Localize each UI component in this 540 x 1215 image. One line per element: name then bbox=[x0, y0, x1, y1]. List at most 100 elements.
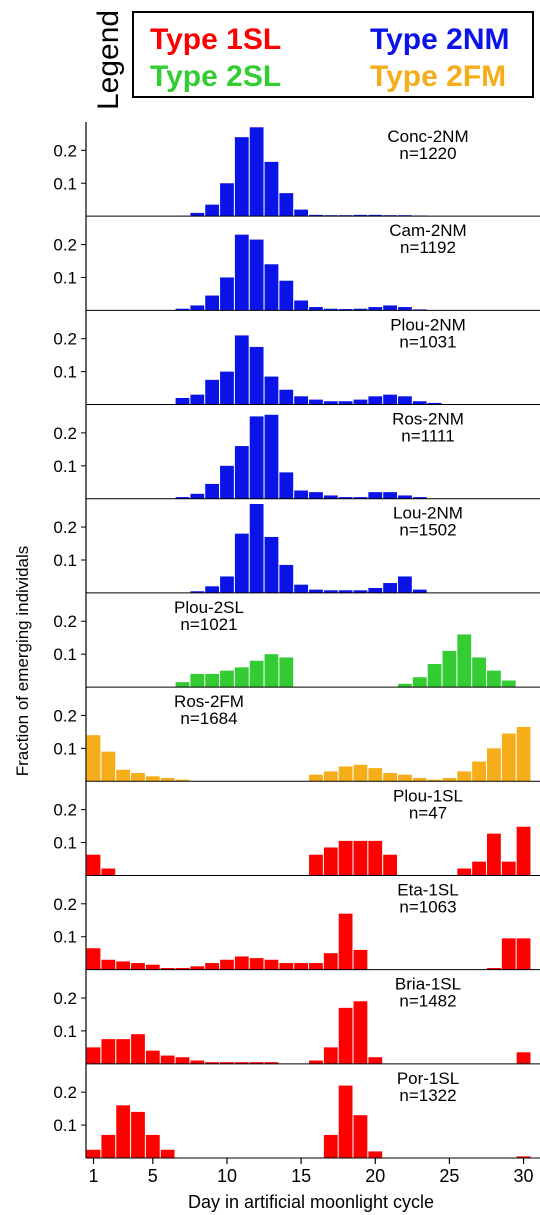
bar-ros-2fm-day-21 bbox=[383, 773, 397, 782]
bar-ros-2fm-day-19 bbox=[353, 764, 368, 782]
panel-site-label: Plou-2SL bbox=[174, 598, 244, 617]
y-tick-label: 0.1 bbox=[53, 551, 77, 570]
bar-ros-2fm-day-23 bbox=[412, 777, 427, 782]
bar-plou-2nm-day-18 bbox=[338, 401, 353, 405]
bar-lou-2nm-day-21 bbox=[383, 583, 397, 593]
bar-ros-2fm-day-22 bbox=[398, 774, 412, 782]
panel-sample-size: n=1063 bbox=[399, 897, 456, 916]
bar-plou-2nm-day-15 bbox=[294, 396, 309, 405]
bar-eta-1sl-day-12 bbox=[249, 958, 264, 970]
bar-bria-1sl-day-1 bbox=[86, 1047, 101, 1064]
bar-plou-2sl-day-26 bbox=[457, 634, 472, 688]
bar-por-1sl-day-2 bbox=[101, 1134, 116, 1158]
bar-plou-2sl-day-22 bbox=[398, 683, 412, 688]
legend-entry-type-2nm: Type 2NM bbox=[370, 23, 509, 56]
bar-bria-1sl-day-5 bbox=[145, 1050, 160, 1064]
bar-plou-1sl-day-20 bbox=[368, 840, 383, 876]
bar-ros-2fm-day-30 bbox=[516, 726, 531, 782]
bar-plou-2sl-day-29 bbox=[501, 680, 516, 688]
panel-site-label: Bria-1SL bbox=[395, 975, 461, 994]
x-axis-label: Day in artificial moonlight cycle bbox=[188, 1192, 434, 1212]
bar-ros-2nm-day-14 bbox=[279, 472, 294, 499]
panel-sample-size: n=47 bbox=[409, 803, 447, 822]
bar-lou-2nm-day-11 bbox=[234, 533, 249, 593]
bar-bria-1sl-day-30 bbox=[516, 1052, 531, 1064]
bar-ros-2fm-day-24 bbox=[427, 779, 442, 782]
y-tick-label: 0.2 bbox=[53, 989, 77, 1008]
legend-entry-type-1sl: Type 1SL bbox=[150, 23, 281, 56]
panel-site-label: Por-1SL bbox=[397, 1069, 459, 1088]
bar-por-1sl-day-17 bbox=[323, 1134, 338, 1158]
bar-eta-1sl-day-9 bbox=[205, 963, 220, 970]
y-tick-label: 0.1 bbox=[53, 363, 77, 382]
bar-plou-2sl-day-28 bbox=[487, 670, 501, 688]
bar-conc-2nm-day-14 bbox=[279, 193, 294, 217]
bar-ros-2nm-day-13 bbox=[264, 414, 279, 499]
bar-plou-2sl-day-7 bbox=[175, 682, 190, 688]
bar-plou-1sl-day-16 bbox=[309, 854, 323, 876]
bar-plou-2nm-day-22 bbox=[398, 396, 412, 405]
bar-conc-2nm-day-19 bbox=[353, 214, 368, 217]
legend-entry-type-2sl: Type 2SL bbox=[150, 60, 281, 93]
bar-cam-2nm-day-17 bbox=[323, 308, 338, 311]
bar-lou-2nm-day-22 bbox=[398, 576, 412, 593]
bar-plou-2sl-day-8 bbox=[190, 673, 205, 688]
bar-ros-2nm-day-19 bbox=[353, 497, 368, 499]
bar-plou-2nm-day-24 bbox=[427, 402, 442, 405]
bar-plou-2nm-day-21 bbox=[383, 394, 397, 405]
x-tick-label: 25 bbox=[439, 1166, 459, 1186]
bar-eta-1sl-day-8 bbox=[190, 966, 205, 970]
bar-lou-2nm-day-14 bbox=[279, 564, 294, 593]
y-tick-label: 0.1 bbox=[53, 457, 77, 476]
panel-site-label: Plou-1SL bbox=[393, 786, 463, 805]
bar-ros-2nm-day-18 bbox=[338, 497, 353, 499]
bar-bria-1sl-day-4 bbox=[131, 1034, 145, 1064]
bar-plou-1sl-day-28 bbox=[487, 833, 501, 876]
bar-ros-2nm-day-23 bbox=[412, 497, 427, 499]
bar-conc-2nm-day-9 bbox=[205, 204, 220, 217]
bar-eta-1sl-day-4 bbox=[131, 963, 145, 970]
bar-plou-1sl-day-1 bbox=[86, 854, 101, 876]
bar-ros-2fm-day-28 bbox=[487, 748, 501, 782]
y-tick-label: 0.2 bbox=[53, 706, 77, 725]
bar-ros-2fm-day-17 bbox=[323, 771, 338, 782]
bar-ros-2nm-day-7 bbox=[175, 497, 190, 499]
bar-plou-1sl-day-27 bbox=[472, 861, 486, 876]
bar-cam-2nm-day-15 bbox=[294, 300, 309, 311]
bar-por-1sl-day-3 bbox=[116, 1105, 131, 1158]
bar-cam-2nm-day-12 bbox=[249, 239, 264, 311]
legend: Legend Type 1SL Type 2NM Type 2SL Type 2… bbox=[92, 10, 534, 110]
bar-eta-1sl-day-17 bbox=[323, 953, 338, 970]
bar-cam-2nm-day-11 bbox=[234, 234, 249, 311]
bar-por-1sl-day-5 bbox=[145, 1134, 160, 1158]
bar-plou-2nm-day-23 bbox=[412, 401, 427, 405]
legend-title: Legend bbox=[92, 10, 125, 110]
bar-ros-2fm-day-16 bbox=[309, 774, 323, 782]
bar-lou-2nm-day-19 bbox=[353, 590, 368, 593]
bar-conc-2nm-day-12 bbox=[249, 127, 264, 217]
bar-cam-2nm-day-18 bbox=[338, 309, 353, 311]
y-tick-label: 0.1 bbox=[53, 928, 77, 947]
panel-sample-size: n=1031 bbox=[399, 332, 456, 351]
bar-bria-1sl-day-18 bbox=[338, 1007, 353, 1064]
y-tick-label: 0.1 bbox=[53, 1022, 77, 1041]
bar-cam-2nm-day-16 bbox=[309, 307, 323, 311]
bar-plou-1sl-day-29 bbox=[501, 861, 516, 876]
bar-eta-1sl-day-18 bbox=[338, 913, 353, 970]
bar-bria-1sl-day-7 bbox=[175, 1057, 190, 1064]
bar-por-1sl-day-6 bbox=[160, 1149, 175, 1158]
bar-ros-2fm-day-4 bbox=[131, 773, 145, 782]
legend-box bbox=[132, 11, 534, 98]
x-tick-label: 20 bbox=[365, 1166, 385, 1186]
panel-sample-size: n=1502 bbox=[399, 521, 456, 540]
bar-plou-2nm-day-19 bbox=[353, 399, 368, 405]
panel-sample-size: n=1021 bbox=[180, 615, 237, 634]
bar-conc-2nm-day-8 bbox=[190, 212, 205, 217]
bar-eta-1sl-day-19 bbox=[353, 949, 368, 970]
